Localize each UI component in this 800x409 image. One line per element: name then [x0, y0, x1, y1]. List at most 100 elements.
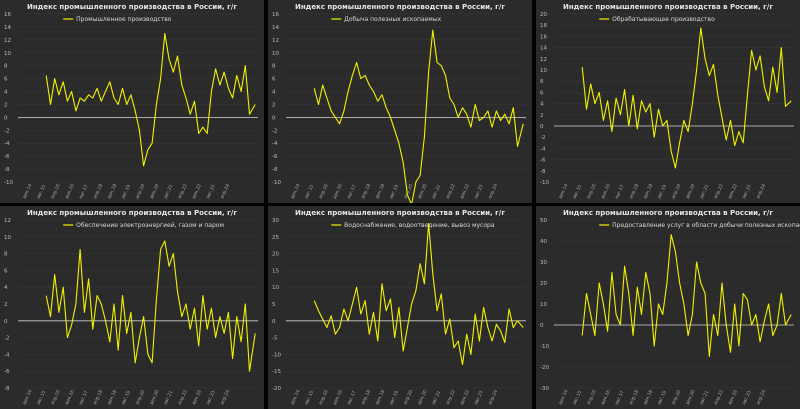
- y-tick-label: 2: [272, 102, 276, 108]
- y-tick-label: 12: [272, 38, 279, 44]
- x-tick-label: дек.16: [64, 183, 76, 200]
- y-tick-label: 10: [4, 51, 11, 57]
- x-tick-label: дек.22: [459, 183, 471, 200]
- legend-entry: Обеспечение электроэнергией, газом и пар…: [76, 222, 224, 229]
- x-tick-label: дек.14: [21, 183, 33, 200]
- x-tick-label: апр.22: [713, 183, 725, 200]
- x-tick-label: дек.16: [332, 389, 344, 406]
- y-tick-label: -4: [540, 146, 546, 152]
- y-tick-label: -4: [272, 141, 278, 147]
- y-tick-label: 4: [272, 90, 276, 96]
- x-tick-label: дек.18: [642, 183, 654, 200]
- y-tick-label: 0: [272, 115, 276, 121]
- x-tick-label: апр.22: [177, 389, 189, 406]
- y-tick-label: 30: [272, 218, 279, 224]
- x-tick-label: апр.24: [487, 183, 499, 200]
- y-tick-label: -8: [4, 167, 10, 173]
- x-tick-label: дек.16: [600, 389, 612, 406]
- y-tick-label: -6: [272, 154, 278, 160]
- y-tick-label: 18: [540, 23, 547, 29]
- x-tick-label: дек.16: [600, 183, 612, 200]
- x-tick-label: дек.20: [416, 183, 428, 200]
- x-tick-label: дек.14: [557, 389, 569, 406]
- y-tick-label: -4: [4, 352, 10, 358]
- y-tick-label: -15: [272, 369, 281, 375]
- x-tick-label: апр.18: [628, 183, 640, 200]
- x-tick-label: авг.23: [205, 390, 217, 406]
- y-tick-label: 16: [540, 34, 547, 40]
- x-tick-label: авг.19: [388, 184, 400, 200]
- legend-entry: Добыча полезных ископаемых: [344, 16, 441, 23]
- x-tick-label: дек.20: [684, 389, 696, 406]
- chart-title: Индекс промышленного производства в Росс…: [563, 3, 773, 11]
- x-tick-label: апр.20: [134, 183, 146, 200]
- y-tick-label: -10: [272, 352, 281, 358]
- chart-3-svg: Индекс промышленного производства в Росс…: [540, 3, 794, 200]
- x-tick-label: дек.20: [148, 183, 160, 200]
- x-tick-label: апр.22: [445, 389, 457, 406]
- x-tick-label: апр.22: [445, 183, 457, 200]
- y-tick-label: -5: [272, 336, 278, 342]
- y-tick-label: 0: [540, 323, 544, 329]
- y-tick-label: -4: [4, 141, 10, 147]
- x-tick-label: дек.18: [106, 183, 118, 200]
- y-tick-label: -2: [4, 336, 9, 342]
- x-tick-label: апр.18: [360, 389, 372, 406]
- x-tick-label: апр.16: [586, 389, 598, 406]
- y-tick-label: 10: [272, 51, 279, 57]
- x-tick-label: авг.17: [346, 184, 358, 200]
- series-line: [581, 27, 792, 169]
- y-tick-label: 20: [272, 252, 279, 258]
- x-tick-label: апр.16: [50, 389, 62, 406]
- x-tick-label: апр.22: [177, 183, 189, 200]
- x-tick-label: дек.18: [374, 389, 386, 406]
- x-tick-label: авг.19: [120, 390, 132, 406]
- y-tick-label: 8: [272, 64, 276, 70]
- legend-entry: Обрабатывающее производство: [612, 16, 715, 23]
- y-tick-label: -10: [540, 180, 549, 186]
- y-tick-label: 12: [4, 38, 11, 44]
- x-tick-label: авг.23: [473, 184, 485, 200]
- x-tick-label: дек.18: [374, 183, 386, 200]
- x-tick-label: дек.18: [642, 389, 654, 406]
- series-line: [313, 29, 524, 203]
- chart-6-svg: Индекс промышленного производства в Росс…: [540, 209, 800, 406]
- x-tick-label: авг.23: [205, 184, 217, 200]
- x-tick-label: апр.18: [628, 389, 640, 406]
- chart-panel-3: Индекс промышленного производства в Росс…: [536, 0, 800, 203]
- chart-5-svg: Индекс промышленного производства в Росс…: [272, 209, 526, 406]
- legend-entry: Предоставление услуг в области добычи по…: [612, 222, 800, 229]
- x-tick-label: дек.20: [684, 183, 696, 200]
- x-tick-label: авг.15: [304, 184, 316, 200]
- y-tick-label: -6: [540, 158, 546, 164]
- x-tick-label: апр.18: [92, 389, 104, 406]
- x-tick-label: авг.15: [36, 184, 48, 200]
- x-tick-label: авг.23: [741, 184, 753, 200]
- y-tick-label: 2: [540, 113, 544, 119]
- y-tick-label: 5: [272, 302, 276, 308]
- y-tick-label: -2: [540, 135, 545, 141]
- x-tick-label: авг.17: [346, 390, 358, 406]
- y-tick-label: -6: [4, 369, 10, 375]
- y-tick-label: 10: [540, 302, 547, 308]
- legend-entry: Водоснабжение, водоотведение, вывоз мусо…: [344, 222, 495, 229]
- y-tick-label: -20: [272, 386, 281, 392]
- x-tick-label: авг.21: [699, 390, 711, 406]
- x-tick-label: авг.19: [656, 390, 668, 406]
- x-tick-label: авг.19: [656, 184, 668, 200]
- chart-panel-5: Индекс промышленного производства в Росс…: [268, 206, 532, 409]
- y-tick-label: 8: [540, 79, 544, 85]
- y-tick-label: 6: [272, 77, 276, 83]
- x-tick-label: апр.20: [670, 389, 682, 406]
- y-tick-label: 30: [540, 260, 547, 266]
- x-tick-label: апр.18: [92, 183, 104, 200]
- chart-panel-2: Индекс промышленного производства в Росс…: [268, 0, 532, 203]
- x-tick-label: авг.17: [78, 184, 90, 200]
- y-tick-label: -2: [4, 128, 9, 134]
- y-tick-label: 50: [540, 218, 547, 224]
- chart-title: Индекс промышленного производства в Росс…: [563, 209, 773, 217]
- x-tick-label: дек.20: [148, 389, 160, 406]
- y-tick-label: -8: [540, 169, 546, 175]
- x-tick-label: дек.16: [332, 183, 344, 200]
- y-tick-label: 16: [4, 12, 11, 18]
